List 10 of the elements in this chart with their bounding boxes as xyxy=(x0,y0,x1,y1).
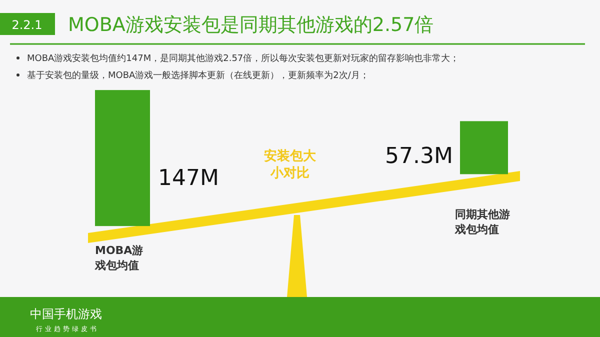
text: 安装包大小对比 xyxy=(264,148,317,181)
category-label: MOBA游戏包均值 xyxy=(94,244,144,272)
text: MOBA游戏安装包是同期其他游戏的2.57倍 xyxy=(68,14,434,36)
text: 基于安装包的量级，MOBA游戏一般选择脚本更新（在线更新），更新频率为2次/月； xyxy=(27,70,369,81)
text: 2.2.1 xyxy=(12,18,42,32)
text: MOBA游戏安装包均值约147M，是同期其他游戏2.57倍，所以每次安装包更新对玩家的留存影响也非常大； xyxy=(27,53,460,64)
data-label: 147M xyxy=(158,166,219,191)
category-label: 同期其他游戏包均值 xyxy=(454,208,510,236)
data-label: 57.3M xyxy=(385,144,453,169)
text: 中国手机游戏 xyxy=(30,307,102,321)
